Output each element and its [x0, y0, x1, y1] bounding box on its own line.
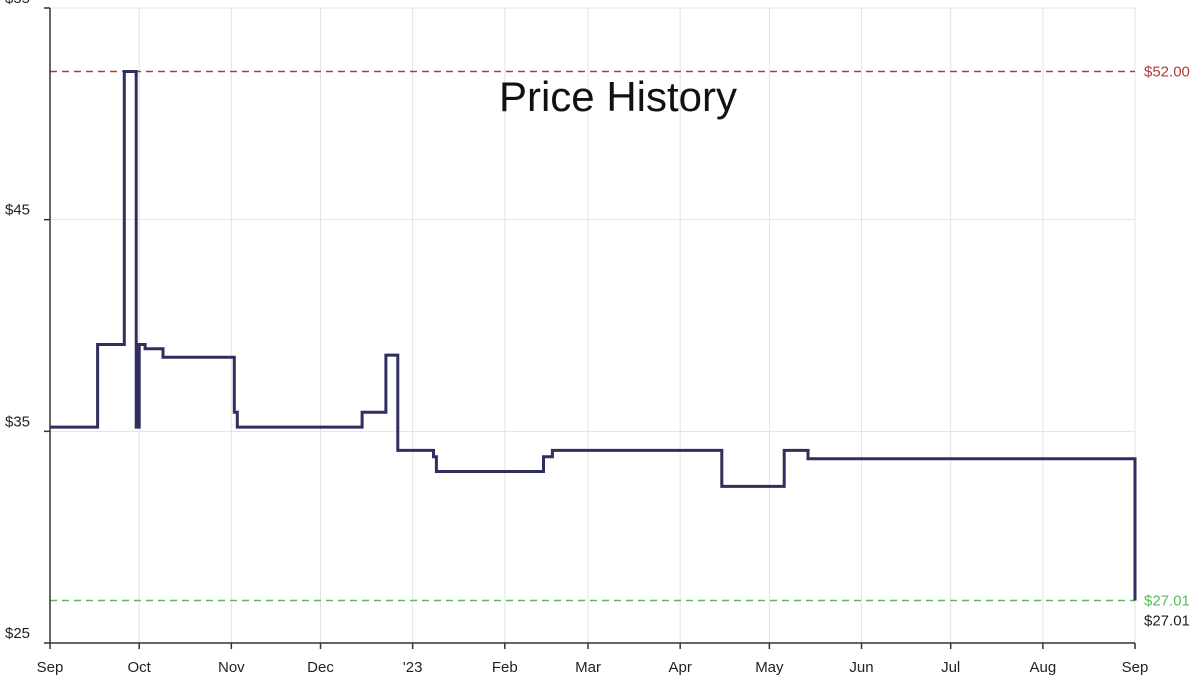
current-price-label: $27.01	[1144, 612, 1190, 629]
x-tick-label: Jun	[849, 659, 873, 676]
x-tick-label: Sep	[37, 659, 64, 676]
x-tick-label: Jul	[941, 659, 960, 676]
y-tick-label: $55	[5, 0, 30, 7]
x-tick-label: Nov	[218, 659, 245, 676]
x-tick-label: Dec	[307, 659, 334, 676]
y-tick-label: $35	[5, 413, 30, 430]
reference-lines	[50, 70, 1135, 602]
chart-title: Price History	[499, 73, 737, 120]
x-tick-label: Sep	[1122, 659, 1149, 676]
x-tick-label: Oct	[128, 659, 152, 676]
x-tick-label: '23	[403, 659, 423, 676]
x-tick-label: Aug	[1029, 659, 1056, 676]
y-tick-label: $25	[5, 625, 30, 642]
x-tick-label: May	[755, 659, 784, 676]
labels: Sep Oct Nov Dec '23 Feb Mar Apr May Jun Jul Aug Sep $…	[5, 0, 1190, 676]
lowest-price-label: $27.01	[1144, 592, 1190, 609]
price-series-line	[50, 70, 1137, 601]
series	[50, 70, 1137, 601]
x-tick-label: Apr	[669, 659, 692, 676]
axes	[44, 7, 1136, 649]
x-tick-label: Mar	[575, 659, 601, 676]
highest-price-label: $52.00	[1144, 64, 1190, 81]
x-tick-label: Feb	[492, 659, 518, 676]
y-tick-label: $45	[5, 202, 30, 219]
